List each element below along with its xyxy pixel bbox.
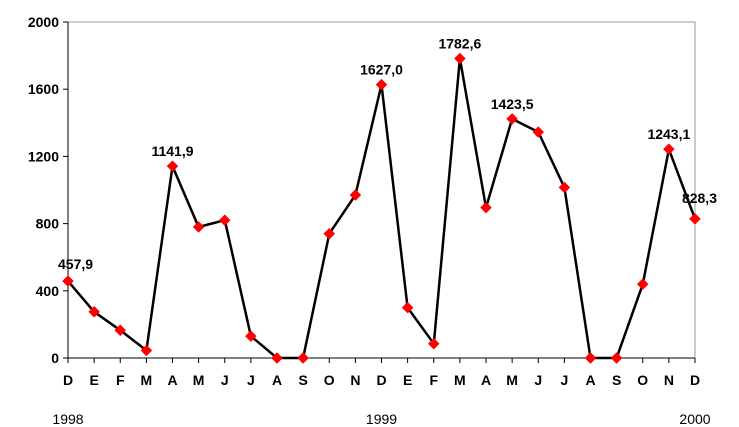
- data-point: [532, 126, 545, 138]
- x-tick-label: A: [167, 372, 177, 388]
- year-label: 1999: [366, 411, 397, 427]
- data-point: [114, 324, 127, 337]
- year-label: 2000: [679, 411, 710, 427]
- data-point: [663, 143, 675, 156]
- y-tick-label: 400: [36, 283, 60, 299]
- data-labels: 457,9 1141,9 1627,0 1782,6 1423,5 1243,1 828,3: [58, 36, 717, 273]
- data-point: [192, 221, 205, 233]
- data-point: [427, 337, 440, 350]
- data-label: 1243,1: [647, 126, 690, 142]
- year-label: 1998: [52, 411, 83, 427]
- data-label: 1141,9: [151, 143, 193, 159]
- year-labels: 1998 1999 2000: [52, 411, 710, 427]
- x-tick-label: D: [690, 372, 700, 388]
- series-line: [67, 58, 697, 360]
- data-point: [689, 212, 701, 225]
- y-tick-label: 2000: [28, 14, 59, 30]
- data-point: [166, 160, 179, 173]
- data-point: [218, 214, 231, 227]
- data-point: [610, 352, 623, 364]
- data-point: [558, 181, 571, 194]
- x-tick-label: O: [324, 372, 335, 388]
- data-label: 1627,0: [360, 62, 403, 78]
- y-tick-label: 0: [51, 350, 59, 366]
- y-tick-label: 800: [36, 216, 60, 232]
- data-markers: [62, 52, 701, 364]
- x-tick-label: A: [585, 372, 595, 388]
- x-tick-label: M: [454, 372, 466, 388]
- x-tick-label: M: [193, 372, 205, 388]
- series-line-group: [67, 58, 697, 360]
- x-tick-label: S: [612, 372, 621, 388]
- x-tick-label: N: [350, 372, 360, 388]
- data-point: [636, 278, 649, 290]
- data-point: [62, 275, 74, 287]
- data-point: [454, 52, 466, 65]
- data-point: [140, 344, 153, 357]
- x-tick-label: J: [247, 372, 255, 388]
- x-tick-label: J: [221, 372, 229, 388]
- data-point: [245, 330, 257, 343]
- x-tick-label: J: [534, 372, 542, 388]
- x-tick-label: E: [89, 372, 98, 388]
- x-tick-label: F: [429, 372, 438, 388]
- y-tick-label: 1600: [28, 81, 59, 97]
- x-tick-label: M: [506, 372, 518, 388]
- data-point: [480, 201, 492, 214]
- x-tick-label: S: [298, 372, 307, 388]
- x-tick-label: D: [63, 372, 73, 388]
- data-point: [584, 352, 597, 364]
- x-tick-label: A: [272, 372, 282, 388]
- x-tick-label: F: [116, 372, 125, 388]
- x-tick-label: O: [637, 372, 648, 388]
- y-tick-label: 1200: [28, 148, 59, 164]
- data-point: [88, 305, 100, 318]
- x-tick-label: J: [560, 372, 568, 388]
- data-point: [506, 112, 518, 125]
- x-tick-label: M: [141, 372, 153, 388]
- data-point: [323, 227, 336, 240]
- x-tick-label: A: [481, 372, 491, 388]
- data-point: [349, 189, 362, 201]
- data-point: [375, 78, 388, 91]
- x-tick-label: N: [664, 372, 674, 388]
- x-tick-label: D: [376, 372, 386, 388]
- data-label: 457,9: [58, 256, 93, 272]
- data-label: 1423,5: [491, 96, 534, 112]
- data-label: 1782,6: [438, 36, 481, 52]
- data-point: [297, 352, 309, 364]
- x-tick-label: E: [403, 372, 412, 388]
- data-point: [271, 352, 283, 364]
- y-axis-tick-labels: 0 400 800 1200 1600 2000: [28, 14, 59, 366]
- data-point: [401, 301, 414, 314]
- data-label: 828,3: [682, 190, 717, 206]
